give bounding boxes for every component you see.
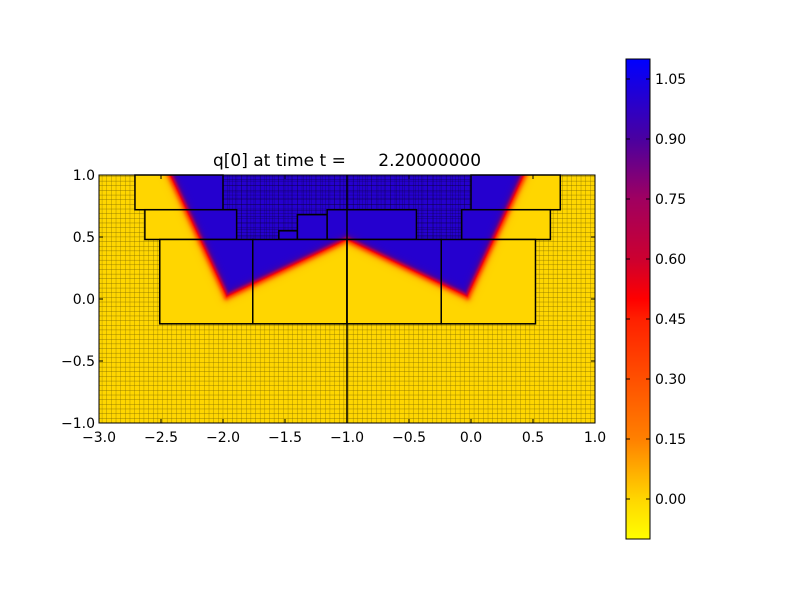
patch-fill	[278, 230, 298, 240]
colorbar-tick-label: 0.30	[655, 372, 686, 388]
colorbar-tick-label: 0.60	[655, 252, 686, 268]
chart-title: q[0] at time t = 2.20000000	[212, 151, 482, 171]
patch-fill	[144, 209, 237, 240]
patch-fill	[327, 209, 417, 240]
patch-fill	[461, 209, 551, 240]
y-tick-label: −1.0	[61, 416, 95, 432]
colorbar-tick-label: 0.90	[655, 132, 686, 148]
x-tick-label: −3.0	[82, 430, 116, 446]
amr-patch	[440, 238, 537, 325]
x-tick-label: −2.5	[144, 430, 178, 446]
x-tick-label: −1.5	[268, 430, 302, 446]
x-tick-label: −1.0	[330, 430, 364, 446]
x-tick-label: 1.0	[584, 430, 606, 446]
colorbar-tick-label: 0.75	[655, 192, 686, 208]
colorbar-tick-label: 0.00	[655, 492, 686, 508]
patch-fill	[297, 214, 328, 240]
colorbar	[625, 58, 651, 540]
patch-fill	[471, 175, 561, 210]
x-tick-label: −0.5	[392, 430, 426, 446]
colorbar-tick-label: 0.45	[655, 312, 686, 328]
y-tick-label: −0.5	[61, 354, 95, 370]
colorbar-tick-label: 1.05	[655, 72, 686, 88]
patch-fill	[347, 239, 442, 324]
x-tick-label: 0.5	[522, 430, 544, 446]
x-tick-label: 0.0	[460, 430, 482, 446]
y-tick-label: 0.5	[73, 230, 95, 246]
x-tick-label: −2.0	[206, 430, 240, 446]
patch-fill	[134, 175, 224, 210]
patch-fill	[159, 239, 253, 324]
patch-fill	[252, 239, 347, 324]
y-tick-label: 1.0	[73, 168, 95, 184]
y-tick-label: 0.0	[73, 292, 95, 308]
colorbar-tick-label: 0.15	[655, 432, 686, 448]
patch-fill	[441, 239, 536, 324]
